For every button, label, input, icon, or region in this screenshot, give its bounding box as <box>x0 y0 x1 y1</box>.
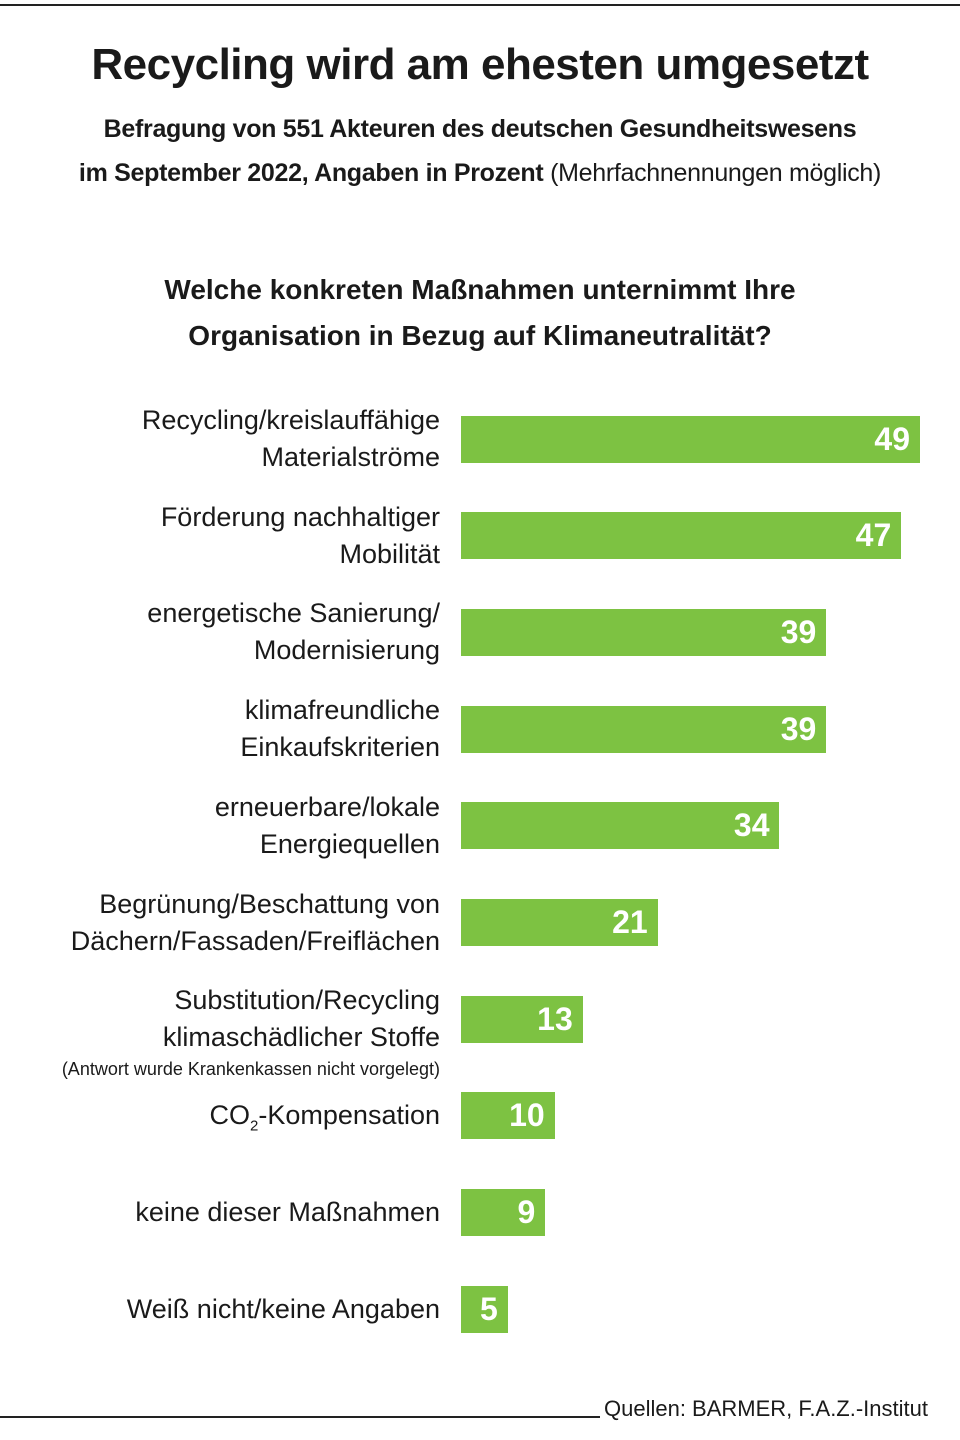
label-line2: Dächern/Fassaden/Freiflächen <box>70 925 440 956</box>
label-line1: Begrünung/Beschattung von <box>99 888 440 919</box>
data-label: 34 <box>733 807 770 844</box>
question-line2: Organisation in Bezug auf Klimaneutralit… <box>188 320 772 351</box>
label-line2: Mobilität <box>339 538 440 569</box>
bar: 34 <box>461 802 780 850</box>
label-line2: Modernisierung <box>253 635 440 666</box>
bar: 5 <box>461 1285 508 1333</box>
bottom-rule <box>0 1416 600 1418</box>
bar: 39 <box>461 705 827 753</box>
data-label: 13 <box>537 1000 573 1037</box>
label-text: -Kompensation <box>258 1100 440 1131</box>
chart-title: Recycling wird am ehesten umgesetzt <box>91 40 869 89</box>
bar: 10 <box>461 1092 555 1140</box>
top-rule <box>0 4 960 6</box>
label-line2: Energiequellen <box>259 828 440 859</box>
category-label: energetische Sanierung/Modernisierung <box>0 595 440 669</box>
bar: 9 <box>461 1189 546 1237</box>
category-label: klimafreundliche Einkaufskriterien <box>0 692 440 766</box>
bar: 49 <box>461 415 920 463</box>
bar: 13 <box>461 995 583 1043</box>
label-line1: Substitution/Recycling <box>174 985 440 1016</box>
label-text: CO <box>209 1100 251 1131</box>
category-label: Recycling/kreislauffähige Materialströme <box>0 402 440 476</box>
label-note: (Antwort wurde Krankenkassen nicht vorge… <box>61 1059 440 1080</box>
data-label: 47 <box>855 517 892 554</box>
label-subscript: 2 <box>250 1117 259 1135</box>
data-label: 21 <box>612 904 648 940</box>
data-label: 9 <box>517 1194 536 1231</box>
category-label: erneuerbare/lokale Energiequellen <box>0 789 440 863</box>
label-line1: keine dieser Maßnahmen <box>135 1197 440 1228</box>
source-note: Quellen: BARMER, F.A.Z.-Institut <box>604 1396 928 1421</box>
question-line1: Welche konkreten Maßnahmen unternimmt Ih… <box>164 274 796 305</box>
label-line1: Recycling/kreislauffähige <box>141 405 440 435</box>
label-line2: Einkaufskriterien <box>240 732 440 763</box>
category-label: keine dieser Maßnahmen <box>0 1194 440 1231</box>
label-line1: Förderung nachhaltiger <box>160 501 440 532</box>
category-label: Substitution/Recycling klimaschädlicher S… <box>0 982 440 1082</box>
category-label: Begrünung/Beschattung von Dächern/Fassade… <box>0 886 440 960</box>
label-line1: energetische Sanierung/ <box>147 598 440 629</box>
label-line1: klimafreundliche <box>244 695 440 726</box>
subtitle-bold: im September 2022, Angaben in Prozent <box>78 159 544 187</box>
subtitle-line1: Befragung von 551 Akteuren des deutschen… <box>103 115 857 143</box>
category-label: Förderung nachhaltiger Mobilität <box>0 499 440 573</box>
bar: 39 <box>461 608 827 656</box>
bar: 47 <box>461 512 902 560</box>
category-label: CO2-Kompensation <box>0 1097 440 1144</box>
bar: 21 <box>461 899 658 946</box>
data-label: 39 <box>780 613 817 650</box>
data-label: 39 <box>780 710 817 747</box>
subtitle-regular: (Mehrfachnennungen möglich) <box>550 159 882 187</box>
label-line1: Weiß nicht/keine Angaben <box>126 1293 440 1324</box>
data-label: 5 <box>480 1290 498 1327</box>
data-label: 10 <box>509 1097 545 1134</box>
subtitle-line2: im September 2022, Angaben in Prozent (M… <box>0 156 960 190</box>
label-line1: erneuerbare/lokale <box>214 791 440 822</box>
label-line2: Materialströme <box>261 442 440 472</box>
data-label: 49 <box>874 420 910 457</box>
label-line2: klimaschädlicher Stoffe <box>162 1022 440 1053</box>
category-label: Weiß nicht/keine Angaben <box>0 1291 440 1328</box>
